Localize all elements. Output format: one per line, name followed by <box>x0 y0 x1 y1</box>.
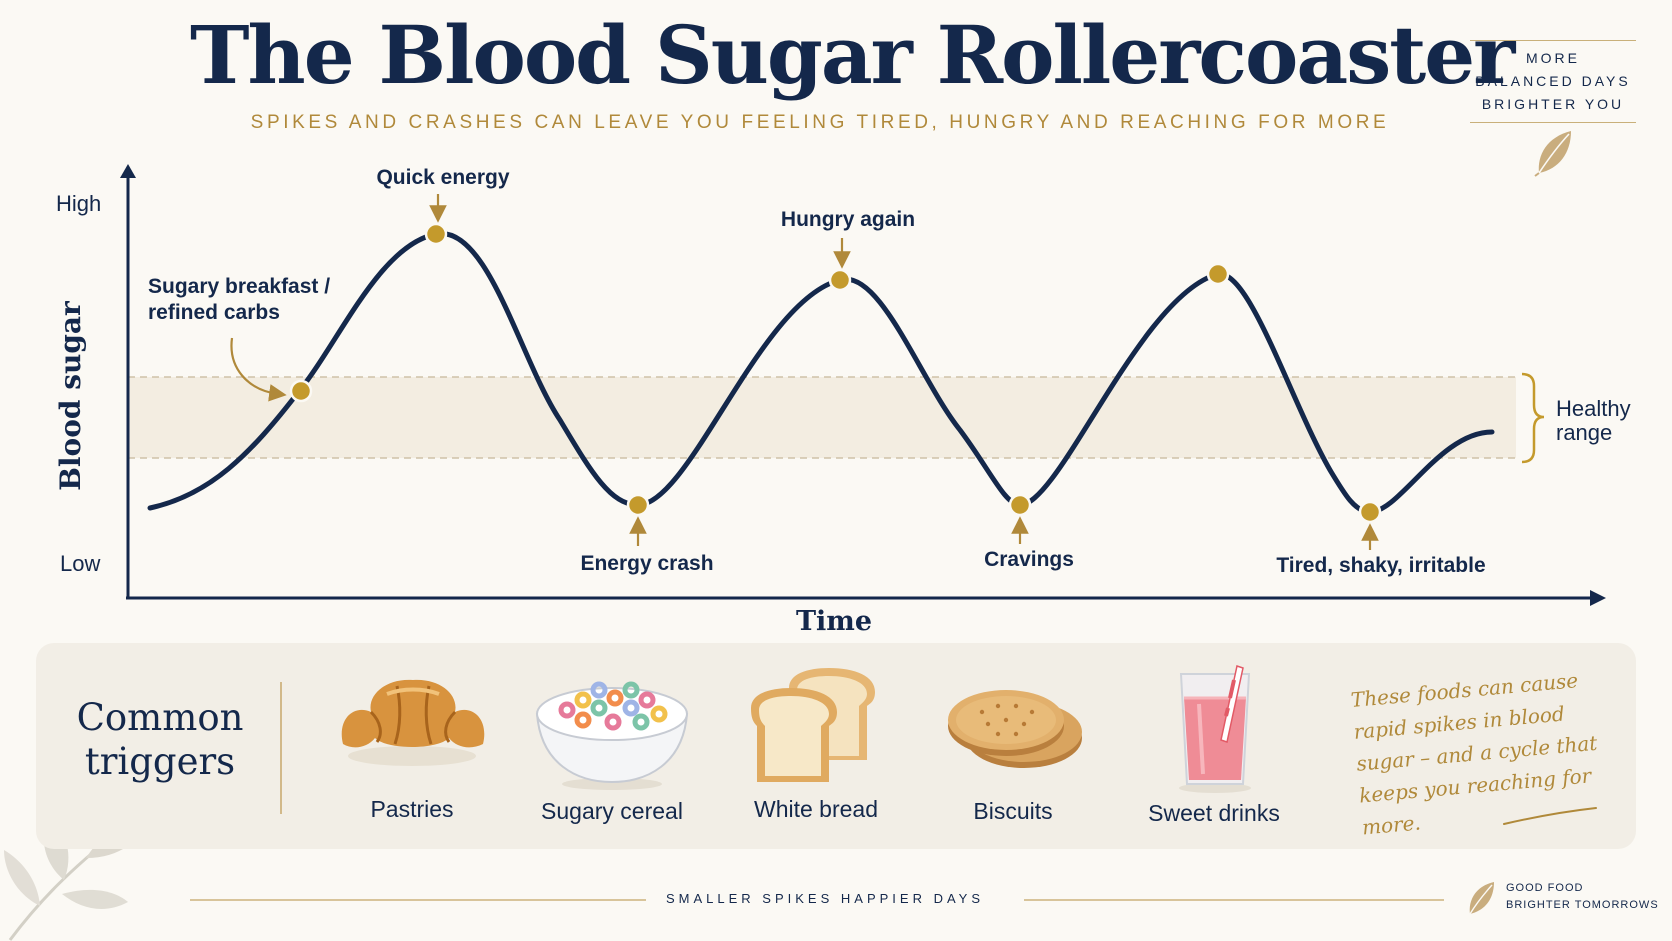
page-subtitle: SPIKES AND CRASHES CAN LEAVE YOU FEELING… <box>250 112 1390 133</box>
annotation-energy-crash: Energy crash <box>580 552 713 575</box>
annotation-quick-energy: Quick energy <box>376 166 509 189</box>
healthy-range-label: range <box>1556 420 1612 445</box>
healthy-range-brace <box>1521 372 1545 464</box>
y-low-label: Low <box>60 551 100 576</box>
y-axis-label: Blood sugar <box>54 300 87 491</box>
note-underline <box>1503 807 1597 825</box>
trigger-label: Pastries <box>370 796 454 822</box>
trigger-label: Sugary cereal <box>541 798 683 824</box>
annotation-sugary-breakfast: refined carbs <box>148 301 280 324</box>
trigger-sweet-drinks: Sweet drinks <box>1124 660 1304 830</box>
trigger-pastries: Pastries <box>322 660 502 830</box>
badge: MORE BALANCED DAYS BRIGHTER YOU <box>1470 40 1636 177</box>
healthy-range-label: Healthy <box>1556 396 1631 421</box>
footer-brand: GOOD FOOD BRIGHTER TOMORROWS <box>1506 882 1659 911</box>
marker-tired-shaky <box>1358 500 1382 524</box>
page-title: The Blood Sugar Rollercoaster <box>190 8 1515 102</box>
trigger-white-bread: White bread <box>726 660 906 830</box>
biscuits-icon <box>948 690 1082 768</box>
annotation-hungry-again: Hungry again <box>781 208 915 231</box>
marker-cravings <box>1008 493 1032 517</box>
annotation-tired-shaky: Tired, shaky, irritable <box>1276 554 1485 577</box>
x-axis-label: Time <box>796 606 872 637</box>
trigger-sugary-cereal: Sugary cereal <box>522 660 702 830</box>
cereal-bowl-icon <box>535 681 689 790</box>
badge-line: BRIGHTER YOU <box>1481 96 1625 112</box>
badge-line: BALANCED DAYS <box>1475 73 1631 89</box>
x-axis-arrow <box>1590 590 1606 606</box>
y-high-label: High <box>56 191 101 216</box>
bread-icon <box>751 668 875 782</box>
badge-line: MORE <box>1526 50 1580 66</box>
leaf-icon <box>1534 131 1571 177</box>
trigger-label: Sweet drinks <box>1148 800 1280 826</box>
marker-energy-crash <box>626 493 650 517</box>
marker-peak-three <box>1206 262 1230 286</box>
trigger-label: Biscuits <box>973 798 1053 824</box>
arrow-sugary-breakfast <box>230 337 287 402</box>
footer-rule-left <box>190 899 646 901</box>
marker-quick-energy <box>424 222 448 246</box>
triggers-divider <box>280 682 282 814</box>
marker-sugary-breakfast <box>289 379 313 403</box>
y-axis-arrow <box>120 164 136 178</box>
footer-tagline: SMALLER SPIKES HAPPIER DAYS <box>666 891 984 906</box>
footer-rule-right <box>1024 899 1444 901</box>
drink-glass-icon <box>1179 665 1251 793</box>
trigger-label: White bread <box>753 796 878 822</box>
triggers-heading: Common triggers <box>76 696 244 783</box>
marker-hungry-again <box>828 268 852 292</box>
croissant-icon <box>341 679 485 766</box>
healthy-range-band <box>128 377 1516 458</box>
rollercoaster-diagram: Healthy range High Low Blood sugar Time … <box>54 164 1631 637</box>
blood-sugar-curve <box>147 231 1495 515</box>
leaf-icon <box>1469 882 1494 915</box>
annotation-cravings: Cravings <box>984 548 1074 571</box>
trigger-biscuits: Biscuits <box>923 660 1103 830</box>
annotation-sugary-breakfast: Sugary breakfast / <box>148 275 330 298</box>
